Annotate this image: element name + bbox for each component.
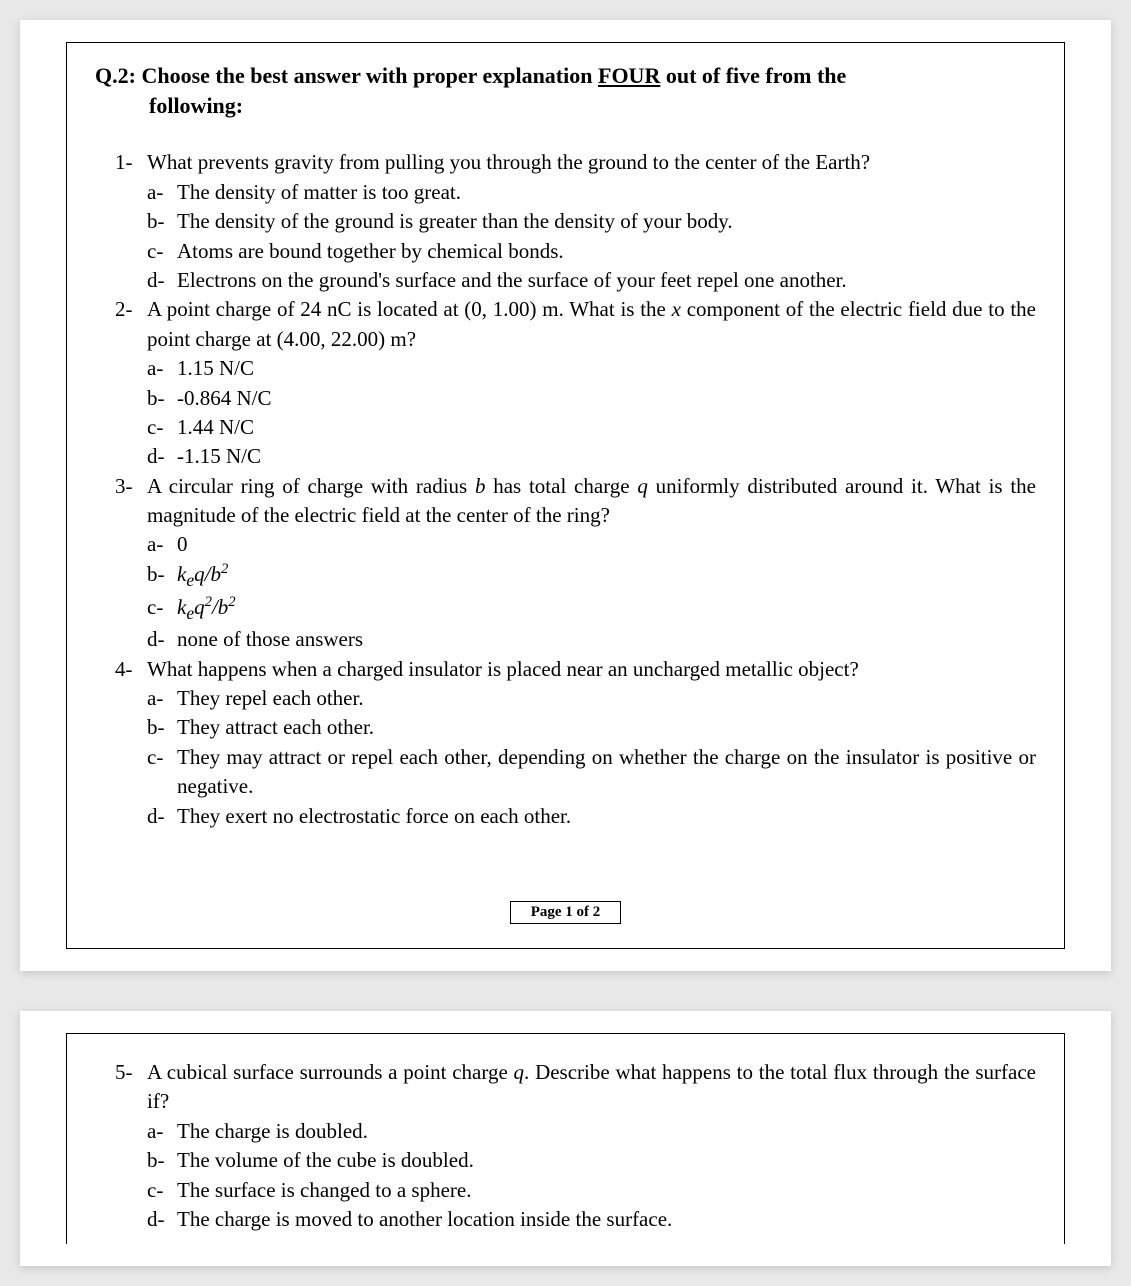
header-line2: following: <box>95 91 1036 121</box>
q3-num: 3- <box>115 472 147 531</box>
question-5: 5- A cubical surface surrounds a point c… <box>115 1058 1036 1234</box>
q1-options: a-The density of matter is too great. b-… <box>115 178 1036 296</box>
q1-opt-a: a-The density of matter is too great. <box>147 178 1036 207</box>
q4-text: What happens when a charged insulator is… <box>147 655 1036 684</box>
q2-text: A point charge of 24 nC is located at (0… <box>147 295 1036 354</box>
q5-opt-b: b-The volume of the cube is doubled. <box>147 1146 1036 1175</box>
header-underlined: FOUR <box>598 63 660 88</box>
page-footer: Page 1 of 2 <box>95 901 1036 924</box>
q4-num: 4- <box>115 655 147 684</box>
page-1: Q.2: Choose the best answer with proper … <box>20 20 1111 971</box>
q4-options: a-They repel each other. b-They attract … <box>115 684 1036 831</box>
q1-text: What prevents gravity from pulling you t… <box>147 148 1036 177</box>
q5-opt-c: c-The surface is changed to a sphere. <box>147 1176 1036 1205</box>
q5-opt-d: d-The charge is moved to another locatio… <box>147 1205 1036 1234</box>
page-2-content: 5- A cubical surface surrounds a point c… <box>66 1033 1065 1244</box>
q2-options: a-1.15 N/C b--0.864 N/C c-1.44 N/C d- -1… <box>115 354 1036 472</box>
question-list-p2: 5- A cubical surface surrounds a point c… <box>95 1058 1036 1234</box>
q3-text: A circular ring of charge with radius b … <box>147 472 1036 531</box>
question-header: Q.2: Choose the best answer with proper … <box>95 61 1036 120</box>
q1-opt-d: d- Electrons on the ground's surface and… <box>147 266 1036 295</box>
page-2: 5- A cubical surface surrounds a point c… <box>20 1011 1111 1266</box>
page-1-content: Q.2: Choose the best answer with proper … <box>66 42 1065 949</box>
q3-opt-a: a-0 <box>147 530 1036 559</box>
page-number-box: Page 1 of 2 <box>510 901 622 924</box>
q4-opt-d: d-They exert no electrostatic force on e… <box>147 802 1036 831</box>
question-3: 3- A circular ring of charge with radius… <box>115 472 1036 655</box>
q1-opt-b: b-The density of the ground is greater t… <box>147 207 1036 236</box>
header-prefix: Q.2: <box>95 63 136 88</box>
q2-opt-c: c-1.44 N/C <box>147 413 1036 442</box>
q5-opt-a: a-The charge is doubled. <box>147 1117 1036 1146</box>
q3-opt-c: c-keq2/b2 <box>147 593 1036 626</box>
header-line: Choose the best answer with proper expla… <box>141 63 598 88</box>
formula-keq2-b2: keq2/b2 <box>177 593 1036 626</box>
q2-opt-a: a-1.15 N/C <box>147 354 1036 383</box>
formula-keq-b2: keq/b2 <box>177 560 1036 593</box>
q1-num: 1- <box>115 148 147 177</box>
q4-opt-c: c-They may attract or repel each other, … <box>147 743 1036 802</box>
question-4: 4- What happens when a charged insulator… <box>115 655 1036 831</box>
q4-opt-b: b-They attract each other. <box>147 713 1036 742</box>
q3-opt-b: b-keq/b2 <box>147 560 1036 593</box>
q5-options: a-The charge is doubled. b-The volume of… <box>115 1117 1036 1235</box>
question-list: 1- What prevents gravity from pulling yo… <box>95 148 1036 831</box>
q4-opt-a: a-They repel each other. <box>147 684 1036 713</box>
q3-options: a-0 b-keq/b2 c-keq2/b2 d-none of those a… <box>115 530 1036 654</box>
question-2: 2- A point charge of 24 nC is located at… <box>115 295 1036 471</box>
q2-opt-d: d- -1.15 N/C <box>147 442 1036 471</box>
q2-num: 2- <box>115 295 147 354</box>
q3-opt-d: d-none of those answers <box>147 625 1036 654</box>
q2-opt-b: b--0.864 N/C <box>147 384 1036 413</box>
header-suffix: out of five from the <box>660 63 846 88</box>
q1-opt-c: c- Atoms are bound together by chemical … <box>147 237 1036 266</box>
q5-text: A cubical surface surrounds a point char… <box>147 1058 1036 1117</box>
question-1: 1- What prevents gravity from pulling yo… <box>115 148 1036 295</box>
q5-num: 5- <box>115 1058 147 1117</box>
